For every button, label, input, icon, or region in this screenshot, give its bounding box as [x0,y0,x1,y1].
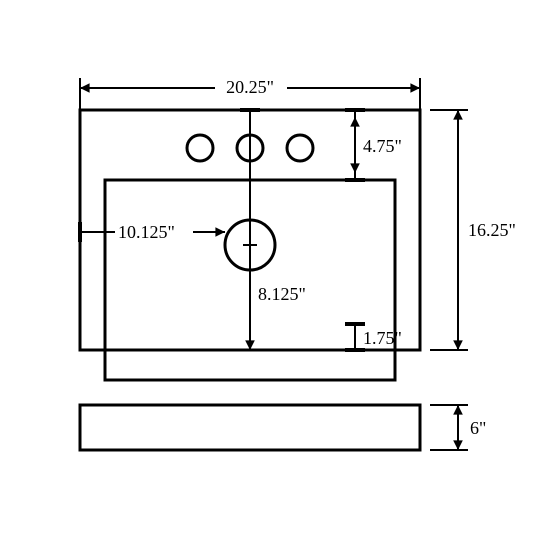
faucet-hole-3 [287,135,313,161]
dim-drain-top-label: 8.125" [258,284,306,304]
dim-height-label: 16.25" [468,220,516,240]
faucet-hole-1 [187,135,213,161]
dim-depth-label: 6" [470,418,486,438]
dim-width-label: 20.25" [226,77,274,97]
dim-basin-bottom-label: 1.75" [363,328,402,348]
dim-drain-left-label: 10.125" [118,222,175,242]
sink-side-rect [80,405,420,450]
dim-faucet-top-label: 4.75" [363,136,402,156]
